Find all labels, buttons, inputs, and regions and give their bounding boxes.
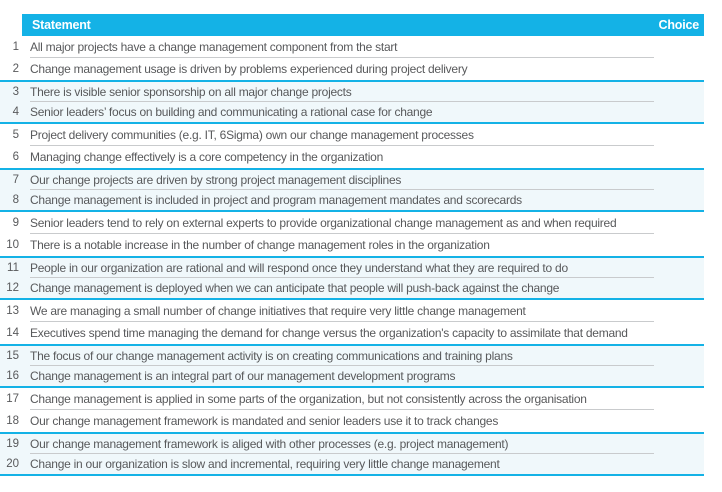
statement-text: Change management is applied in some par… bbox=[30, 392, 587, 406]
table-row: 3 There is visible senior sponsorship on … bbox=[0, 80, 704, 102]
row-number: 20 bbox=[6, 458, 19, 470]
choice-cell bbox=[522, 190, 704, 210]
table-row: 14 Executives spend time managing the dem… bbox=[0, 322, 704, 344]
row-number: 3 bbox=[12, 86, 19, 98]
row-separator bbox=[30, 277, 654, 278]
table-header-bar: Statement Choice bbox=[22, 14, 704, 36]
statement-text: Our change projects are driven by strong… bbox=[30, 173, 402, 187]
statement-text: There is a notable increase in the numbe… bbox=[30, 238, 490, 252]
row-separator bbox=[30, 145, 654, 146]
statement-text: Change management is deployed when we ca… bbox=[30, 281, 560, 295]
statement-text: Change management is an integral part of… bbox=[30, 369, 456, 383]
statement-text: Executives spend time managing the deman… bbox=[30, 326, 628, 340]
row-separator bbox=[30, 321, 654, 322]
statement-text: Our change management framework is alige… bbox=[30, 437, 509, 451]
choice-cell bbox=[490, 234, 704, 256]
choice-cell bbox=[587, 388, 704, 410]
row-separator bbox=[30, 101, 654, 102]
table-row: 12 Change management is deployed when we … bbox=[0, 278, 704, 300]
table-row: 20 Change in our organization is slow and… bbox=[0, 454, 704, 476]
statement-text: The focus of our change management activ… bbox=[30, 349, 513, 363]
row-separator bbox=[30, 453, 654, 454]
table-row: 4 Senior leaders’ focus on building and c… bbox=[0, 102, 704, 124]
choice-cell bbox=[432, 102, 704, 122]
row-number: 15 bbox=[6, 350, 19, 362]
statement-column-header: Statement bbox=[32, 18, 91, 32]
choice-column-header: Choice bbox=[658, 18, 700, 32]
table-row: 19 Our change management framework is ali… bbox=[0, 432, 704, 454]
choice-cell bbox=[616, 212, 704, 234]
statement-text: People in our organization are rational … bbox=[30, 261, 568, 275]
choice-cell bbox=[513, 346, 704, 366]
row-number: 7 bbox=[12, 174, 19, 186]
row-number: 10 bbox=[6, 239, 19, 251]
row-separator bbox=[30, 365, 654, 366]
row-separator bbox=[30, 57, 654, 58]
choice-cell bbox=[352, 82, 705, 102]
choice-cell bbox=[559, 278, 704, 298]
row-number: 18 bbox=[6, 415, 19, 427]
row-number: 2 bbox=[12, 63, 19, 75]
table-row: 7 Our change projects are driven by stron… bbox=[0, 168, 704, 190]
table-row: 2 Change management usage is driven by pr… bbox=[0, 58, 704, 80]
row-number: 5 bbox=[12, 129, 19, 141]
statements-table: Statement Choice 1 All major projects hav… bbox=[0, 14, 704, 476]
row-number: 19 bbox=[6, 438, 19, 450]
statement-text: Change in our organization is slow and i… bbox=[30, 457, 500, 471]
choice-cell bbox=[401, 170, 704, 190]
table-row: 8 Change management is included in projec… bbox=[0, 190, 704, 212]
table-row: 16 Change management is an integral part … bbox=[0, 366, 704, 388]
statement-text: Our change management framework is manda… bbox=[30, 414, 499, 428]
statement-text: Change management usage is driven by pro… bbox=[30, 62, 468, 76]
statement-text: We are managing a small number of change… bbox=[30, 304, 526, 318]
choice-cell bbox=[568, 258, 704, 278]
choice-cell bbox=[526, 300, 704, 322]
row-separator bbox=[30, 189, 654, 190]
table-row: 1 All major projects have a change manage… bbox=[0, 36, 704, 58]
choice-cell bbox=[474, 124, 704, 146]
row-separator bbox=[30, 233, 654, 234]
table-row: 11 People in our organization are rationa… bbox=[0, 256, 704, 278]
choice-cell bbox=[508, 434, 704, 454]
row-number: 14 bbox=[6, 327, 19, 339]
choice-cell bbox=[383, 146, 704, 168]
row-number: 16 bbox=[6, 370, 19, 382]
statement-text: Senior leaders’ focus on building and co… bbox=[30, 105, 433, 119]
statement-text: Managing change effectively is a core co… bbox=[30, 150, 384, 164]
statement-text: There is visible senior sponsorship on a… bbox=[30, 85, 352, 99]
row-number: 12 bbox=[6, 282, 19, 294]
choice-cell bbox=[467, 58, 704, 80]
table-row: 10 There is a notable increase in the num… bbox=[0, 234, 704, 256]
table-row: 18 Our change management framework is man… bbox=[0, 410, 704, 432]
table-row: 5 Project delivery communities (e.g. IT, … bbox=[0, 124, 704, 146]
statement-text: Project delivery communities (e.g. IT, 6… bbox=[30, 128, 474, 142]
row-number: 8 bbox=[12, 194, 19, 206]
row-number: 13 bbox=[6, 305, 19, 317]
table-row: 17 Change management is applied in some p… bbox=[0, 388, 704, 410]
statement-text: Senior leaders tend to rely on external … bbox=[30, 216, 617, 230]
row-number: 1 bbox=[12, 41, 19, 53]
table-row: 9 Senior leaders tend to rely on external… bbox=[0, 212, 704, 234]
choice-cell bbox=[397, 36, 704, 58]
table-rows-container: 1 All major projects have a change manage… bbox=[0, 36, 704, 476]
row-number: 9 bbox=[12, 217, 19, 229]
table-row: 13 We are managing a small number of chan… bbox=[0, 300, 704, 322]
statement-text: All major projects have a change managem… bbox=[30, 40, 398, 54]
choice-cell bbox=[498, 410, 704, 432]
row-number: 6 bbox=[12, 151, 19, 163]
choice-cell bbox=[628, 322, 704, 344]
choice-cell bbox=[500, 454, 704, 474]
choice-cell bbox=[455, 366, 704, 386]
table-row: 15 The focus of our change management act… bbox=[0, 344, 704, 366]
row-number: 17 bbox=[6, 393, 19, 405]
row-number: 11 bbox=[7, 262, 19, 274]
table-row: 6 Managing change effectively is a core c… bbox=[0, 146, 704, 168]
row-separator bbox=[30, 409, 654, 410]
row-number: 4 bbox=[12, 106, 19, 118]
statement-text: Change management is included in project… bbox=[30, 193, 522, 207]
